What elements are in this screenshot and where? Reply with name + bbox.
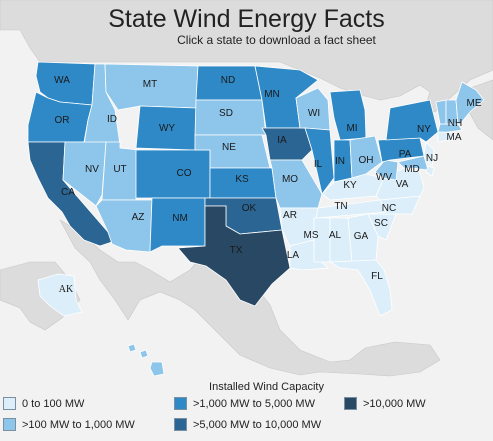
- state-label-nh: NH: [448, 118, 462, 129]
- legend-swatch: [3, 417, 16, 431]
- state-label-tx: TX: [230, 245, 243, 256]
- state-label-wa: WA: [54, 75, 70, 86]
- state-label-in: IN: [335, 156, 345, 167]
- state-il[interactable]: [304, 127, 335, 195]
- state-label-il: IL: [314, 159, 323, 170]
- state-label-mt: MT: [143, 79, 157, 90]
- state-label-wi: WI: [308, 108, 320, 119]
- state-ia[interactable]: [261, 127, 313, 161]
- legend-label: >10,000 MW: [363, 398, 426, 410]
- state-label-wy: WY: [159, 123, 175, 134]
- state-nm[interactable]: [149, 197, 206, 253]
- state-md[interactable]: [397, 155, 429, 171]
- state-label-al: AL: [329, 230, 342, 241]
- state-label-md: MD: [404, 164, 420, 175]
- state-label-nj: NJ: [426, 153, 438, 164]
- state-label-id: ID: [107, 114, 117, 125]
- state-label-me: ME: [467, 98, 482, 109]
- legend-swatch: [344, 396, 357, 410]
- state-label-ia: IA: [277, 135, 287, 146]
- legend-title: Installed Wind Capacity: [209, 381, 324, 393]
- state-label-sc: SC: [374, 218, 388, 229]
- legend-item-tier3: >5,000 MW to 10,000 MW: [174, 417, 322, 432]
- state-fl[interactable]: [328, 259, 393, 317]
- state-label-fl: FL: [371, 271, 383, 282]
- legend-item-tier1: >100 MW to 1,000 MW: [3, 417, 135, 432]
- state-label-ne: NE: [222, 142, 236, 153]
- page-subtitle: Click a state to download a fact sheet: [177, 33, 376, 47]
- legend-swatch: [174, 396, 187, 410]
- legend-item-tier0: 0 to 100 MW: [3, 396, 85, 411]
- state-label-mn: MN: [264, 89, 280, 100]
- legend-label: >1,000 MW to 5,000 MW: [193, 398, 315, 410]
- state-label-ga: GA: [354, 231, 369, 242]
- state-label-tn: TN: [334, 201, 347, 212]
- state-label-sd: SD: [219, 108, 233, 119]
- state-ga[interactable]: [347, 213, 379, 263]
- legend-label: >5,000 MW to 10,000 MW: [193, 419, 322, 431]
- state-oh[interactable]: [349, 135, 383, 179]
- page-title: State Wind Energy Facts: [108, 5, 385, 33]
- state-label-nv: NV: [85, 164, 99, 175]
- state-label-ar: AR: [283, 210, 297, 221]
- state-label-mo: MO: [282, 174, 298, 185]
- state-label-wv: WV: [376, 172, 392, 183]
- state-label-az: AZ: [132, 212, 145, 223]
- legend-swatch: [3, 396, 16, 410]
- state-label-ak: AK: [59, 284, 74, 295]
- state-de[interactable]: [425, 165, 435, 177]
- state-label-pa: PA: [399, 149, 412, 160]
- state-nj[interactable]: [423, 141, 435, 167]
- state-label-nc: NC: [382, 203, 396, 214]
- state-label-va: VA: [396, 179, 409, 190]
- legend-label: >100 MW to 1,000 MW: [22, 419, 135, 431]
- state-label-or: OR: [55, 115, 70, 126]
- state-label-mi: MI: [346, 123, 357, 134]
- state-nv[interactable]: [62, 141, 107, 207]
- state-label-ks: KS: [235, 174, 249, 185]
- state-ak[interactable]: [37, 273, 83, 317]
- state-label-la: LA: [287, 250, 300, 261]
- state-hi[interactable]: [127, 343, 165, 377]
- state-label-ny: NY: [417, 124, 431, 135]
- state-ky[interactable]: [321, 173, 385, 201]
- state-label-ca: CA: [61, 187, 75, 198]
- legend-label: 0 to 100 MW: [22, 398, 85, 410]
- state-me[interactable]: [455, 81, 485, 125]
- legend-item-tier2: >1,000 MW to 5,000 MW: [174, 396, 315, 411]
- state-tx[interactable]: [177, 205, 291, 307]
- state-label-ky: KY: [343, 180, 357, 191]
- state-label-ok: OK: [242, 203, 257, 214]
- state-label-ut: UT: [113, 164, 126, 175]
- legend-swatch: [174, 417, 187, 431]
- state-label-ms: MS: [304, 230, 319, 241]
- state-label-ma: MA: [447, 132, 462, 143]
- state-label-co: CO: [177, 168, 192, 179]
- legend-item-tier4: >10,000 MW: [344, 396, 426, 411]
- state-label-nd: ND: [221, 75, 235, 86]
- state-ri[interactable]: [447, 131, 455, 141]
- state-label-oh: OH: [359, 155, 374, 166]
- state-label-nm: NM: [172, 213, 188, 224]
- state-co[interactable]: [135, 149, 211, 199]
